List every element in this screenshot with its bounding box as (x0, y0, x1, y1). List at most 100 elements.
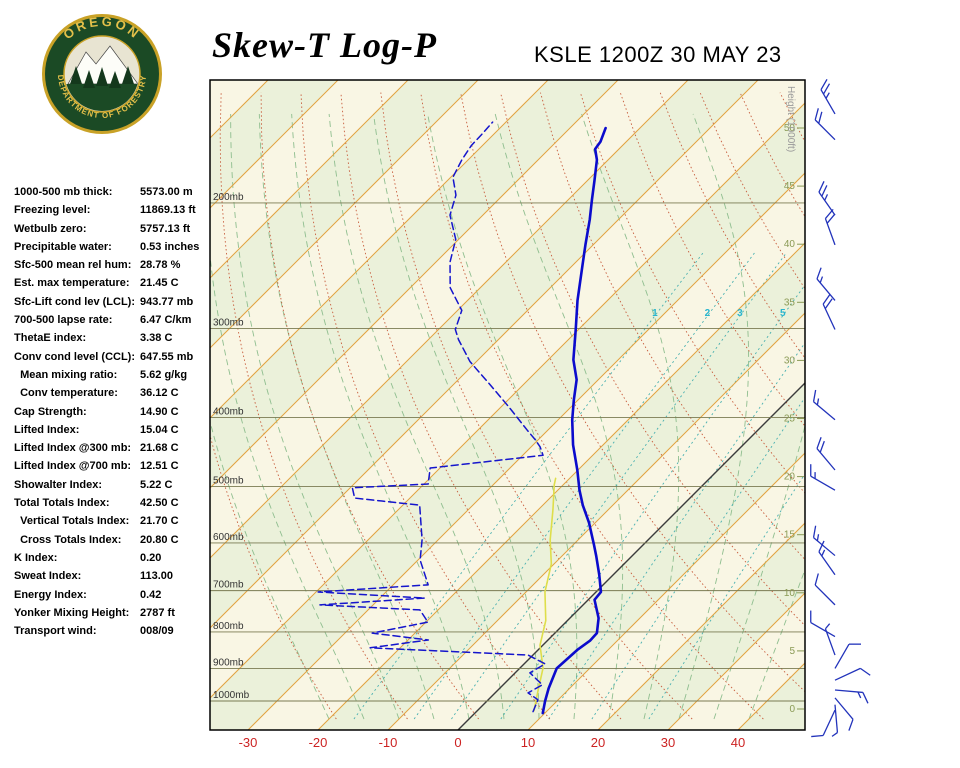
index-label: Conv temperature: (14, 387, 118, 400)
index-value: 14.90 C (140, 405, 179, 418)
pressure-label: 300mb (213, 317, 244, 328)
index-value: 0.20 (140, 551, 162, 564)
dry-adiabat (420, 92, 764, 720)
height-axis-label: Height (1000ft) (785, 86, 796, 152)
wind-barb (820, 78, 836, 115)
index-label: Sfc-Lift cond lev (LCL): (14, 295, 135, 308)
wind-barb (810, 464, 836, 491)
wind-barb (812, 389, 836, 421)
index-value: 36.12 C (140, 387, 179, 400)
index-value: 15.04 C (140, 423, 179, 436)
isotherm (195, 80, 198, 730)
wind-barb (814, 108, 836, 141)
pressure-label: 1000mb (213, 690, 250, 701)
index-value: 5.62 g/kg (140, 368, 188, 381)
isotherm (210, 80, 759, 629)
moist-adiabat (713, 424, 805, 720)
height-label: 20 (784, 472, 796, 483)
wind-barb (816, 437, 836, 471)
height-label: 35 (784, 297, 796, 308)
index-row: Cap Strength: 14.90 C (14, 406, 216, 424)
moist-adiabat (291, 113, 470, 720)
tree-icon (70, 66, 82, 84)
wind-barb (810, 610, 836, 638)
isotherm (210, 80, 409, 279)
index-value: 42.50 C (140, 497, 179, 510)
pressure-label: 500mb (213, 476, 244, 487)
mixing-ratio-line (648, 473, 805, 720)
index-label: Transport wind: (14, 625, 97, 638)
mixing-ratio-line (451, 252, 787, 720)
wind-barb (818, 181, 836, 216)
wind-barb (822, 293, 836, 330)
isotherm (597, 522, 805, 730)
mixing-ratio-label: 5 (780, 308, 786, 319)
temperature-axis-label: 10 (521, 735, 535, 750)
height-label: 50 (784, 123, 796, 134)
index-label: Vertical Totals Index: (14, 515, 130, 528)
wind-barb-column (810, 78, 871, 738)
index-row: Yonker Mixing Height: 2787 ft (14, 607, 216, 625)
index-label: Sweat Index: (14, 570, 82, 583)
index-label: Mean mixing ratio: (14, 368, 118, 381)
index-row: 1000-500 mb thick: 5573.00 m (14, 186, 216, 204)
height-label: 0 (789, 704, 795, 715)
wind-barb (834, 643, 861, 669)
index-label: Cross Totals Index: (14, 533, 122, 546)
pressure-label: 800mb (213, 621, 244, 632)
isotherm (210, 80, 619, 489)
index-value: 12.51 C (140, 460, 179, 473)
tree-icon (109, 71, 121, 88)
index-row: Cross Totals Index: 20.80 C (14, 534, 216, 552)
index-label: Precipitable water: (14, 240, 112, 253)
index-row: K Index: 0.20 (14, 552, 216, 570)
height-label: 25 (784, 414, 796, 425)
index-label: Wetbulb zero: (14, 222, 87, 235)
moist-adiabat (328, 113, 505, 720)
tree-icon (83, 70, 95, 88)
index-label: ThetaE index: (14, 332, 87, 345)
index-value: 0.42 (140, 588, 162, 601)
wetbulb-trace (533, 477, 557, 712)
isotherm (387, 312, 805, 730)
index-label: Lifted Index @700 mb: (14, 460, 132, 473)
pressure-label: 900mb (213, 657, 244, 668)
dry-adiabat (579, 92, 805, 494)
moist-adiabat (494, 113, 624, 720)
index-value: 647.55 mb (140, 350, 194, 363)
mixing-ratio-line (591, 396, 805, 720)
temperature-axis-label: -20 (309, 735, 328, 750)
index-row: Precipitable water: 0.53 inches (14, 241, 216, 259)
height-label: 30 (784, 355, 796, 366)
temperature-axis-label: -10 (379, 735, 398, 750)
index-label: K Index: (14, 551, 58, 564)
isotherm (210, 80, 339, 209)
temperature-axis-label: 0 (454, 735, 461, 750)
oregon-forestry-logo: OREGON DEPARTMENT OF FORESTRY (42, 14, 162, 134)
index-value: 008/09 (140, 625, 174, 638)
temperature-axis-label: 30 (661, 735, 675, 750)
index-value: 113.00 (140, 570, 174, 583)
page-title: Skew-T Log-P (212, 25, 437, 65)
tree-icon (96, 67, 108, 86)
index-value: 21.70 C (140, 515, 179, 528)
wind-barb (831, 704, 839, 737)
wind-barb (834, 697, 854, 731)
isotherm (210, 102, 805, 699)
index-value: 2787 ft (140, 606, 175, 619)
index-row: Wetbulb zero: 5757.13 ft (14, 223, 216, 241)
height-label: 5 (789, 646, 795, 657)
isotherm (317, 242, 805, 730)
index-label: Freezing level: (14, 204, 91, 217)
wind-barb (814, 573, 836, 606)
dewpoint-trace (317, 121, 546, 713)
isotherm (667, 592, 805, 730)
index-value: 20.80 C (140, 533, 179, 546)
index-row: Vertical Totals Index: 21.70 C (14, 515, 216, 533)
height-label: 45 (784, 181, 796, 192)
index-row: Total Totals Index: 42.50 C (14, 497, 216, 515)
wind-barb (824, 208, 836, 246)
index-value: 943.77 mb (140, 295, 194, 308)
index-row: Mean mixing ratio: 5.62 g/kg (14, 369, 216, 387)
